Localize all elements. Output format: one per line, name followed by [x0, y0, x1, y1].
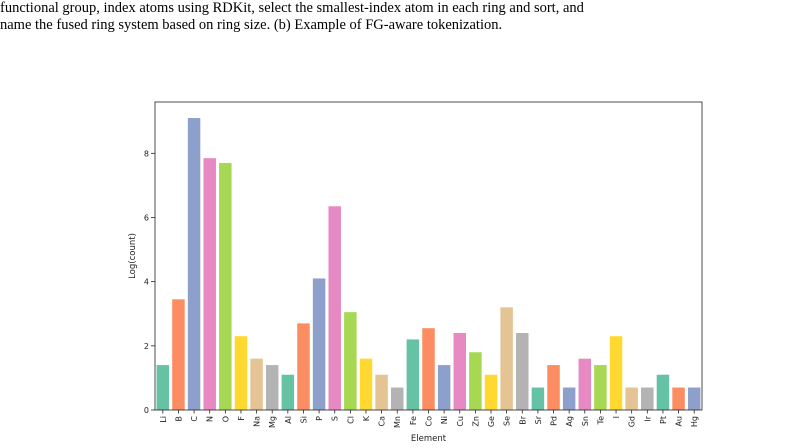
- bar-hg: [687, 387, 701, 410]
- x-tick-label-pd: Pd: [550, 416, 559, 426]
- bar-pt: [656, 374, 670, 410]
- x-tick-label-li: Li: [159, 416, 168, 423]
- x-tick-label-n: N: [206, 416, 215, 422]
- x-tick-label-cl: Cl: [346, 416, 355, 424]
- x-tick-label-ni: Ni: [440, 416, 449, 424]
- x-tick-label-na: Na: [253, 416, 262, 427]
- bar-cl: [344, 312, 357, 410]
- bar-ir: [641, 387, 654, 410]
- bar-na: [250, 358, 263, 410]
- x-tick-label-mn: Mn: [393, 416, 402, 428]
- y-tick-label: 0: [144, 406, 149, 415]
- x-tick-label-au: Au: [675, 416, 684, 427]
- bar-ag: [562, 387, 576, 410]
- bar-f: [234, 336, 248, 410]
- bar-li: [156, 365, 170, 410]
- bar-mn: [390, 387, 404, 410]
- x-tick-label-ag: Ag: [565, 416, 574, 427]
- x-tick-label-k: K: [362, 415, 371, 421]
- x-tick-label-br: Br: [518, 415, 527, 424]
- bar-se: [500, 307, 513, 410]
- x-tick-label-mg: Mg: [268, 416, 277, 428]
- x-tick-label-ca: Ca: [378, 416, 387, 427]
- bar-si: [297, 323, 310, 411]
- bar-au: [672, 387, 685, 410]
- bar-br: [516, 333, 529, 410]
- bar-n: [203, 158, 216, 410]
- bar-sn: [578, 358, 592, 410]
- x-tick-label-s: S: [331, 416, 340, 421]
- x-tick-label-p: P: [315, 416, 324, 421]
- x-tick-label-sr: Sr: [534, 415, 543, 424]
- x-tick-label-zn: Zn: [471, 416, 480, 427]
- x-tick-label-b: B: [174, 416, 183, 422]
- bar-mg: [265, 365, 279, 410]
- x-tick-label-i: I: [612, 416, 621, 418]
- x-tick-label-al: Al: [284, 416, 293, 424]
- bar-ca: [375, 374, 388, 410]
- bar-zn: [469, 352, 482, 410]
- bar-sr: [531, 387, 545, 410]
- figure-caption: functional group, index atoms using RDKi…: [0, 0, 804, 34]
- x-tick-label-hg: Hg: [690, 416, 699, 427]
- bar-te: [594, 365, 607, 410]
- bar-i: [609, 336, 623, 410]
- y-tick-label: 8: [144, 149, 149, 158]
- x-tick-label-gd: Gd: [628, 416, 637, 427]
- bar-cu: [453, 333, 467, 410]
- x-tick-label-f: F: [237, 416, 246, 421]
- x-tick-label-cu: Cu: [456, 416, 465, 427]
- y-tick-label: 2: [144, 342, 149, 351]
- x-tick-label-sn: Sn: [581, 416, 590, 426]
- x-tick-label-c: C: [190, 416, 199, 422]
- caption-line-2: name the fused ring system based on ring…: [0, 17, 503, 33]
- x-tick-label-co: Co: [425, 416, 434, 427]
- bar-ge: [484, 374, 498, 410]
- bar-ni: [437, 365, 451, 410]
- x-axis-title: Element: [411, 434, 447, 444]
- x-tick-label-ir: Ir: [643, 415, 652, 421]
- bar-fe: [406, 339, 420, 410]
- bar-al: [281, 374, 295, 410]
- bar-co: [422, 328, 435, 410]
- x-tick-label-fe: Fe: [409, 416, 418, 425]
- bar-p: [312, 278, 326, 410]
- bar-k: [359, 358, 373, 410]
- bar-b: [172, 299, 185, 410]
- x-tick-label-pt: Pt: [659, 416, 668, 424]
- y-axis-title: Log(count): [128, 233, 138, 279]
- y-tick-label: 6: [144, 214, 149, 223]
- caption-line-1: functional group, index atoms using RDKi…: [0, 0, 584, 16]
- y-tick-label: 4: [144, 278, 149, 287]
- x-tick-label-o: O: [221, 416, 230, 422]
- x-tick-label-ge: Ge: [487, 416, 496, 427]
- bar-gd: [625, 387, 638, 410]
- x-tick-label-te: Te: [596, 416, 605, 426]
- x-tick-label-se: Se: [503, 416, 512, 426]
- bar-s: [328, 206, 341, 410]
- bar-o: [219, 162, 232, 410]
- bar-pd: [547, 365, 560, 410]
- x-tick-label-si: Si: [299, 416, 308, 423]
- bar-c: [187, 118, 201, 410]
